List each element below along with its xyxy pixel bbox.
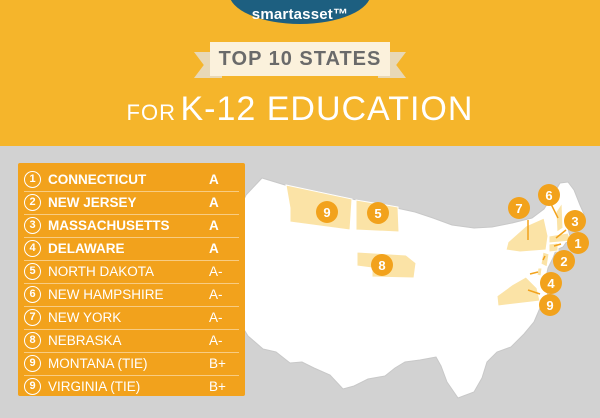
leader-4 (529, 271, 539, 275)
ranking-state-name: NEW YORK (48, 309, 122, 325)
ranking-divider (24, 237, 239, 238)
page-subtitle: FOR K-12 EDUCATION (0, 90, 600, 129)
ranking-grade: A- (209, 332, 223, 348)
rank-number-badge: 3 (24, 216, 41, 234)
connecticut-shape (548, 242, 559, 253)
ranking-state-name: NEW HAMPSHIRE (48, 286, 164, 302)
rank-number-badge: 9 (24, 354, 41, 372)
marker-new-jersey-label: 2 (560, 254, 567, 269)
ranking-grade: A- (209, 286, 223, 302)
ranking-grade: A (209, 194, 219, 210)
ranking-state-name: VIRGINIA (TIE) (48, 378, 141, 394)
rank-number-badge: 9 (24, 377, 41, 395)
marker-montana-label: 9 (323, 205, 330, 220)
marker-massachusetts[interactable]: 3 (564, 210, 586, 232)
rankings-panel: 1 CONNECTICUT A 2 NEW JERSEY A 3 MASSACH… (18, 163, 245, 396)
ranking-grade: A- (209, 309, 223, 325)
marker-new-york[interactable]: 7 (508, 197, 530, 219)
subtitle-main: K-12 EDUCATION (180, 90, 474, 128)
ranking-row: 7 NEW YORK A- (24, 307, 239, 327)
ranking-row: 3 MASSACHUSETTS A (24, 215, 239, 235)
marker-north-dakota-label: 5 (374, 206, 381, 221)
ranking-state-name: NORTH DAKOTA (48, 263, 155, 279)
ranking-row: 9 VIRGINIA (TIE) B+ (24, 376, 239, 396)
ranking-divider (24, 191, 239, 192)
marker-new-hampshire[interactable]: 6 (538, 184, 560, 206)
ranking-row: 8 NEBRASKA A- (24, 330, 239, 350)
ranking-state-name: MONTANA (TIE) (48, 355, 148, 371)
marker-leader-lines (527, 203, 567, 295)
marker-new-york-label: 7 (515, 201, 522, 216)
marker-massachusetts-label: 3 (571, 214, 578, 229)
rank-number-badge: 1 (24, 170, 41, 188)
smartasset-logo[interactable]: smartasset™ (251, 6, 349, 23)
marker-north-dakota[interactable]: 5 (367, 202, 389, 224)
marker-nebraska[interactable]: 8 (371, 254, 393, 276)
ranking-row: 2 NEW JERSEY A (24, 192, 239, 212)
rank-number-badge: 4 (24, 239, 41, 257)
ranking-state-name: DELAWARE (48, 240, 125, 256)
ranking-state-name: NEBRASKA (48, 332, 122, 348)
leader-9va (527, 289, 541, 295)
map-markers: 9 5 8 7 6 3 1 2 (316, 184, 589, 316)
ranking-grade: A (209, 217, 219, 233)
new-hampshire-shape (555, 201, 564, 233)
marker-connecticut[interactable]: 1 (567, 232, 589, 254)
new-york-shape (505, 217, 549, 253)
subtitle-prefix: FOR (126, 100, 176, 125)
leader-1 (553, 243, 562, 247)
ranking-divider (24, 260, 239, 261)
ranking-row: 9 MONTANA (TIE) B+ (24, 353, 239, 373)
ranking-divider (24, 352, 239, 353)
marker-new-hampshire-label: 6 (545, 188, 552, 203)
ranking-grade: B+ (209, 378, 226, 394)
rank-number-badge: 6 (24, 285, 41, 303)
ranking-row: 1 CONNECTICUT A (24, 169, 239, 189)
leader-3 (555, 229, 567, 239)
marker-delaware[interactable]: 4 (540, 272, 562, 294)
ranking-state-name: CONNECTICUT (48, 171, 147, 187)
ranking-divider (24, 214, 239, 215)
ranking-divider (24, 375, 239, 376)
new-jersey-shape (540, 251, 550, 268)
leader-2 (542, 255, 546, 261)
ranking-divider (24, 329, 239, 330)
ribbon-title: TOP 10 STATES (210, 42, 390, 76)
header-banner: smartasset™ TOP 10 STATES FOR K-12 EDUCA… (0, 0, 600, 146)
ranking-row: 6 NEW HAMPSHIRE A- (24, 284, 239, 304)
marker-nebraska-label: 8 (378, 258, 385, 273)
ranking-divider (24, 306, 239, 307)
marker-new-jersey[interactable]: 2 (553, 250, 575, 272)
rank-number-badge: 7 (24, 308, 41, 326)
rank-number-badge: 8 (24, 331, 41, 349)
marker-virginia[interactable]: 9 (539, 294, 561, 316)
ranking-grade: A (209, 240, 219, 256)
rank-number-badge: 2 (24, 193, 41, 211)
rank-number-badge: 5 (24, 262, 41, 280)
marker-virginia-label: 9 (546, 298, 553, 313)
title-ribbon: TOP 10 STATES (194, 42, 406, 80)
ranking-state-name: NEW JERSEY (48, 194, 137, 210)
us-mainland-shape (221, 177, 585, 399)
ranking-grade: A- (209, 263, 223, 279)
virginia-shape (496, 276, 541, 307)
ranking-state-name: MASSACHUSETTS (48, 217, 170, 233)
ranking-grade: A (209, 171, 219, 187)
marker-delaware-label: 4 (547, 276, 555, 291)
marker-connecticut-label: 1 (574, 236, 581, 251)
marker-montana[interactable]: 9 (316, 201, 338, 223)
ranking-row: 5 NORTH DAKOTA A- (24, 261, 239, 281)
ranking-row: 4 DELAWARE A (24, 238, 239, 258)
ranking-divider (24, 283, 239, 284)
leader-6 (550, 203, 559, 219)
ranking-grade: B+ (209, 355, 226, 371)
